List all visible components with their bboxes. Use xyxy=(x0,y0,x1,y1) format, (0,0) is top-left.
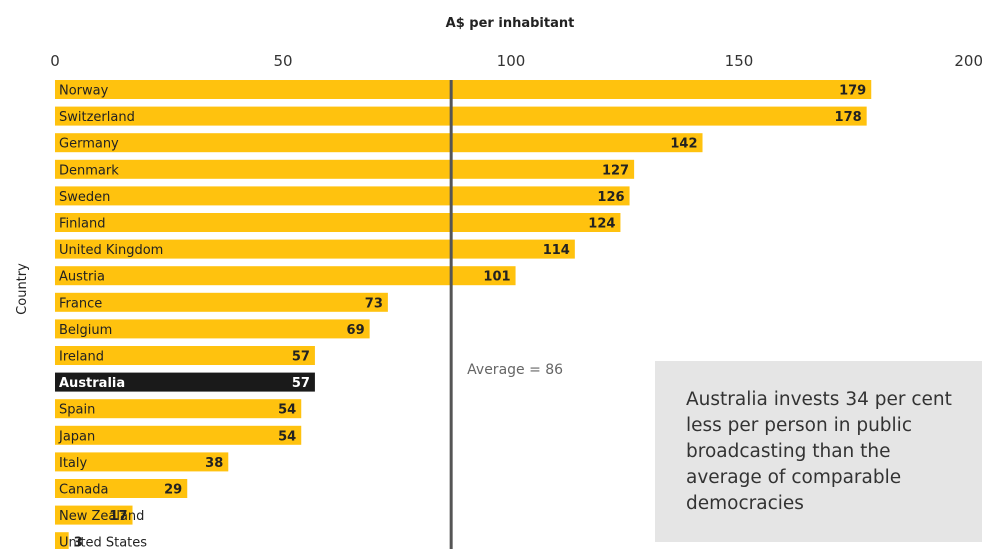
value-label: 124 xyxy=(588,217,615,232)
bar-denmark xyxy=(55,159,635,179)
category-label: Ireland xyxy=(59,350,104,365)
category-label: Sweden xyxy=(59,190,110,205)
category-label: Austria xyxy=(59,270,105,285)
value-label: 178 xyxy=(835,110,862,125)
x-tick-label: 100 xyxy=(497,52,526,70)
category-label: Germany xyxy=(59,137,119,152)
bar-italy xyxy=(55,452,229,472)
value-label: 57 xyxy=(292,376,310,391)
bar-sweden xyxy=(55,186,630,206)
x-axis-label: A$ per inhabitant xyxy=(446,16,575,31)
category-label: United Kingdom xyxy=(59,243,163,258)
x-tick-label: 0 xyxy=(50,52,60,70)
category-label: Canada xyxy=(59,483,108,498)
bar-norway xyxy=(55,80,872,99)
bar-finland xyxy=(55,213,621,232)
callout-text: Australia invests 34 per cent less per p… xyxy=(686,389,952,514)
value-label: 57 xyxy=(292,350,310,365)
value-label: 114 xyxy=(543,243,570,258)
value-label: 54 xyxy=(278,403,296,418)
x-axis-ticks: 0 50 100 150 200 xyxy=(50,52,982,70)
bar-switzerland xyxy=(55,106,867,126)
bar-ireland xyxy=(55,346,315,365)
value-label: 142 xyxy=(670,137,697,152)
value-label: 127 xyxy=(602,163,629,178)
value-label: 101 xyxy=(483,270,510,285)
category-label: Denmark xyxy=(59,163,119,178)
category-label: New Zealand xyxy=(59,509,144,524)
category-label: United States xyxy=(59,536,147,549)
category-label: Japan xyxy=(58,429,95,444)
bar-new-zealand xyxy=(55,505,133,525)
bar-united-kingdom xyxy=(55,239,575,259)
bar-japan xyxy=(55,425,302,445)
value-label: 73 xyxy=(365,296,383,311)
category-label: Spain xyxy=(59,403,95,418)
category-label: Belgium xyxy=(59,323,112,338)
category-label: Finland xyxy=(59,217,105,232)
x-tick-label: 50 xyxy=(273,52,292,70)
category-label: Australia xyxy=(59,376,125,391)
value-label: 38 xyxy=(205,456,223,471)
x-tick-label: 200 xyxy=(954,52,982,70)
bars-group: Norway 179 Switzerland 178 Germany 142 Denmark… xyxy=(55,80,872,549)
value-label: 126 xyxy=(597,190,624,205)
bar-belgium xyxy=(55,319,370,339)
value-label: 69 xyxy=(347,323,365,338)
average-label: Average = 86 xyxy=(467,362,563,378)
average-line-group: Average = 86 xyxy=(449,80,563,549)
value-label: 3 xyxy=(74,536,83,549)
category-label: Switzerland xyxy=(59,110,135,125)
x-tick-label: 150 xyxy=(725,52,754,70)
value-label: 29 xyxy=(164,483,182,498)
category-label: France xyxy=(59,296,102,311)
bar-austria xyxy=(55,266,516,286)
bar-australia xyxy=(55,372,315,392)
bar-united-states xyxy=(55,532,69,549)
value-label: 54 xyxy=(278,429,296,444)
category-label: Italy xyxy=(59,456,88,471)
callout-box: Australia invests 34 per cent less per p… xyxy=(655,361,982,542)
bar-france xyxy=(55,292,388,312)
y-axis-label: Country xyxy=(15,263,30,315)
value-label: 17 xyxy=(109,509,127,524)
bar-canada xyxy=(55,479,188,498)
value-label: 179 xyxy=(839,84,866,99)
category-label: Norway xyxy=(59,84,109,99)
bar-germany xyxy=(55,133,703,153)
bar-spain xyxy=(55,399,302,419)
